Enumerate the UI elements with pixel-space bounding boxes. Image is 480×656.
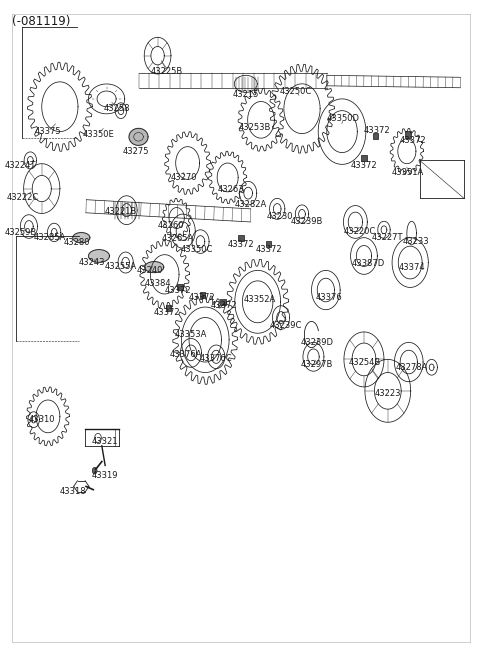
Text: 43297B: 43297B <box>301 359 334 369</box>
Text: 43351A: 43351A <box>392 168 424 176</box>
Text: 43239C: 43239C <box>270 321 302 330</box>
Polygon shape <box>73 233 90 243</box>
Bar <box>239 235 244 241</box>
Circle shape <box>92 468 97 474</box>
Text: 43243: 43243 <box>79 258 106 267</box>
Text: 43372: 43372 <box>189 293 215 302</box>
Text: 43387D: 43387D <box>352 259 385 268</box>
Text: 43275: 43275 <box>123 147 149 155</box>
Text: 43225B: 43225B <box>151 67 183 76</box>
Text: (-081119): (-081119) <box>12 15 71 28</box>
Text: 43372: 43372 <box>399 136 426 145</box>
Text: 43372: 43372 <box>228 239 254 249</box>
Text: 43282A: 43282A <box>234 200 267 209</box>
Text: 43222C: 43222C <box>7 193 39 201</box>
Text: 43376C: 43376C <box>200 354 232 363</box>
Text: 43215: 43215 <box>233 91 259 100</box>
Text: 43220C: 43220C <box>344 226 376 236</box>
Text: 43376A: 43376A <box>170 350 203 359</box>
Text: 43270: 43270 <box>170 173 197 182</box>
Text: 43352A: 43352A <box>244 295 276 304</box>
Text: 43350E: 43350E <box>82 130 114 138</box>
Text: 43240: 43240 <box>136 266 163 275</box>
Text: 43321: 43321 <box>92 438 119 446</box>
Text: 43221B: 43221B <box>105 207 137 216</box>
Circle shape <box>95 434 101 443</box>
Text: 43254B: 43254B <box>349 358 381 367</box>
Text: 43258: 43258 <box>104 104 131 113</box>
Text: 43372: 43372 <box>351 161 377 170</box>
Text: 43227T: 43227T <box>372 233 404 242</box>
Text: 43372: 43372 <box>255 245 282 254</box>
Text: 43233: 43233 <box>403 237 430 246</box>
Text: 43239D: 43239D <box>301 338 334 347</box>
Text: 43223: 43223 <box>374 389 401 398</box>
Text: 43384: 43384 <box>144 279 171 288</box>
Polygon shape <box>145 262 164 273</box>
Text: 43372: 43372 <box>211 301 238 310</box>
Text: 43250C: 43250C <box>280 87 312 96</box>
Text: 43239B: 43239B <box>290 217 323 226</box>
Bar <box>178 285 182 291</box>
Text: 43376: 43376 <box>316 293 343 302</box>
Text: 43278A: 43278A <box>396 363 428 372</box>
Text: 43224T: 43224T <box>5 161 36 170</box>
Text: 43374: 43374 <box>398 263 425 272</box>
Text: 43259B: 43259B <box>5 228 37 237</box>
Bar <box>220 299 226 305</box>
Text: 43310: 43310 <box>28 415 55 424</box>
Text: 43372: 43372 <box>154 308 180 317</box>
Text: 43372: 43372 <box>363 126 390 134</box>
Text: 43375: 43375 <box>35 127 61 136</box>
Text: 43353A: 43353A <box>175 330 207 339</box>
Text: 43260: 43260 <box>157 221 184 230</box>
Polygon shape <box>129 129 148 146</box>
Bar <box>200 293 205 298</box>
Bar <box>361 155 367 161</box>
Text: 43230: 43230 <box>267 213 293 221</box>
Text: 43319: 43319 <box>92 472 119 480</box>
Text: 43280: 43280 <box>63 238 90 247</box>
Text: 43318: 43318 <box>60 487 86 496</box>
Polygon shape <box>88 250 109 262</box>
Bar <box>372 133 378 140</box>
Text: 43372: 43372 <box>165 285 192 295</box>
Text: 43265A: 43265A <box>162 234 194 243</box>
Bar <box>166 306 171 312</box>
Text: 43350C: 43350C <box>181 245 213 254</box>
Text: 43255A: 43255A <box>105 262 137 271</box>
Bar <box>405 131 411 138</box>
Text: 43285A: 43285A <box>33 233 65 242</box>
Text: 43350D: 43350D <box>327 114 360 123</box>
Text: 43263: 43263 <box>217 185 244 194</box>
Text: 43253B: 43253B <box>239 123 272 133</box>
Bar <box>266 241 271 247</box>
